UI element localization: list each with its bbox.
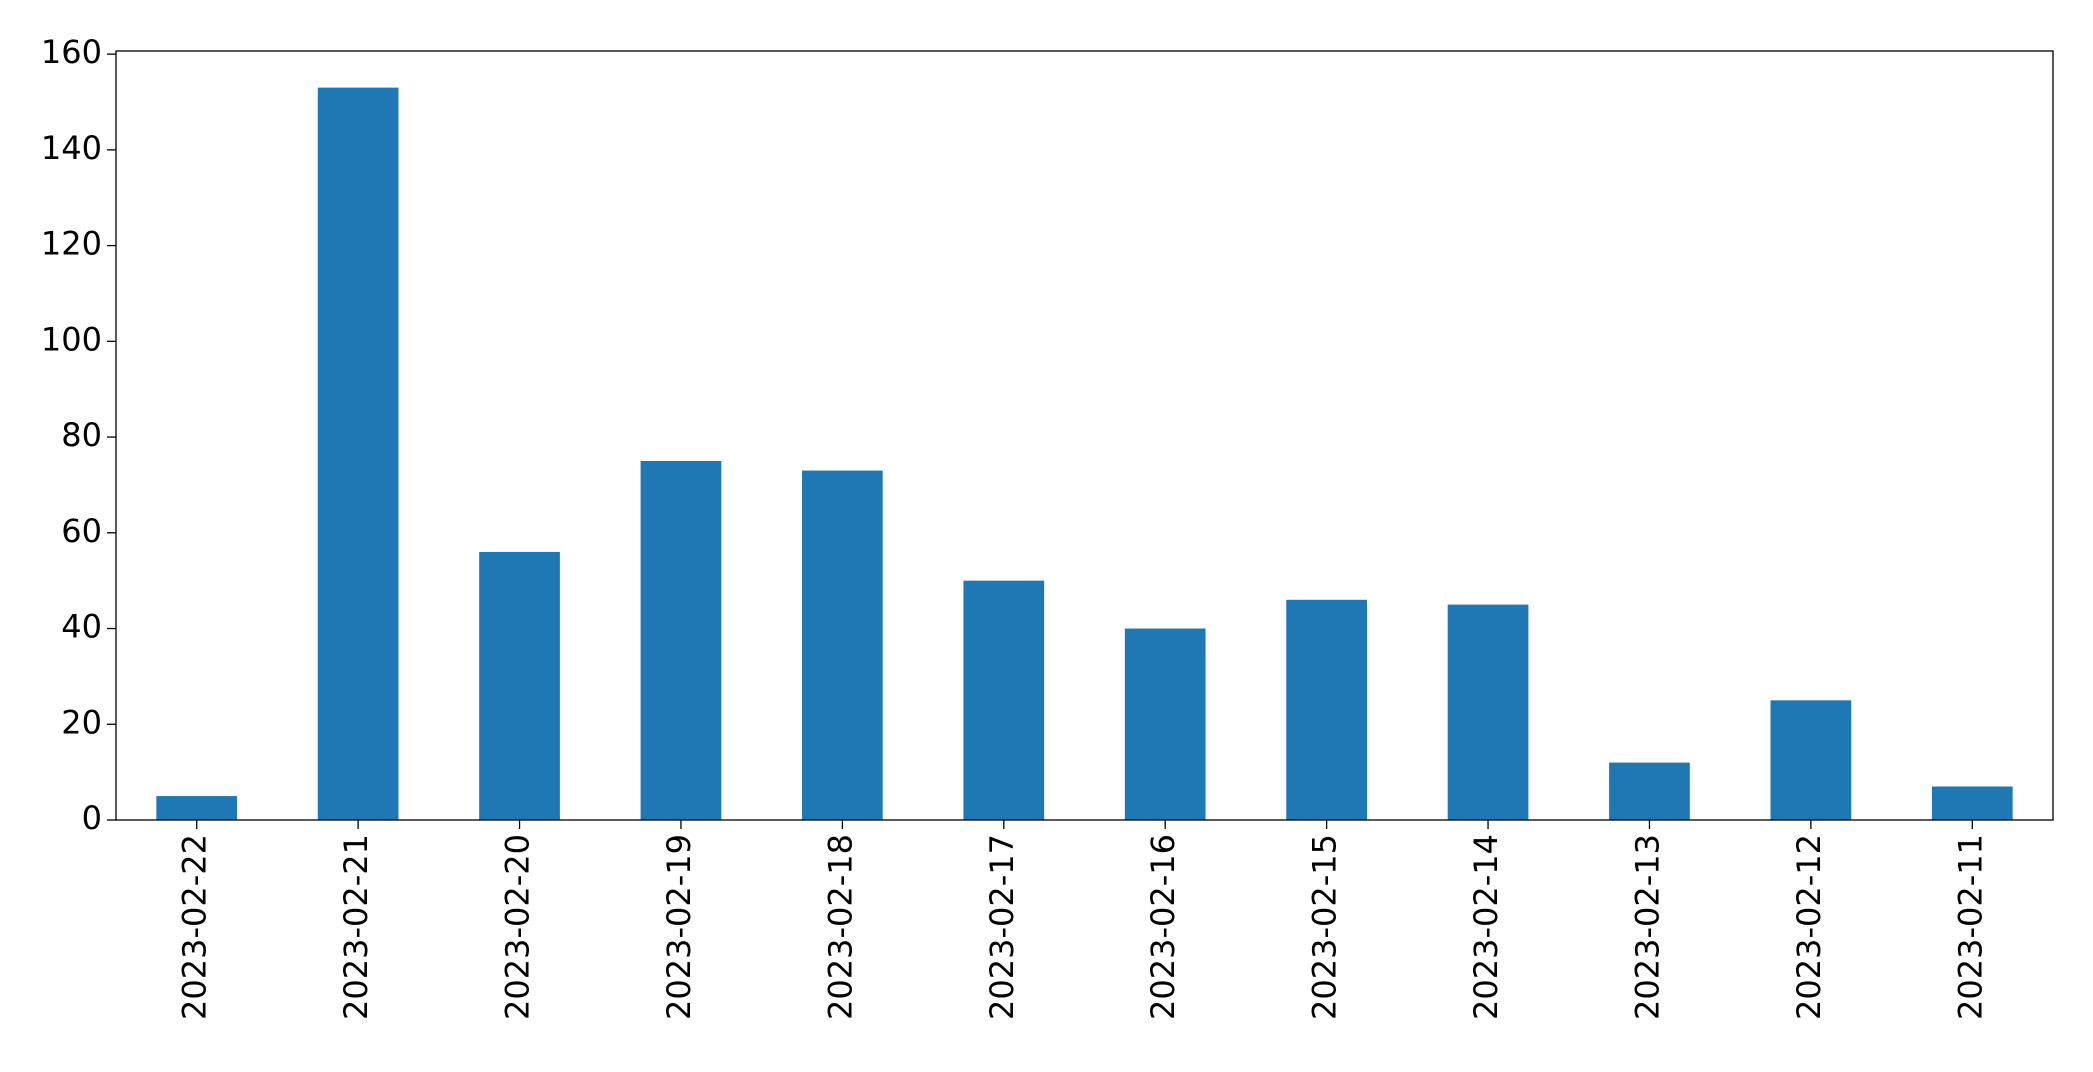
bar <box>1770 700 1852 820</box>
axes-frame <box>115 50 2054 821</box>
x-tick-label: 2023-02-21 <box>337 834 375 1020</box>
bar <box>802 470 883 820</box>
y-tick-label: 100 <box>41 320 102 358</box>
x-tick-label: 2023-02-20 <box>499 834 537 1020</box>
y-tick-label: 0 <box>82 799 102 837</box>
bar <box>1931 786 2013 820</box>
bar <box>1447 604 1529 820</box>
x-tick-label: 2023-02-13 <box>1628 834 1666 1020</box>
bar <box>1124 628 1206 820</box>
y-tick-label: 120 <box>41 225 102 263</box>
x-tick-label: 2023-02-11 <box>1951 834 1989 1020</box>
bar <box>317 87 399 821</box>
bar <box>963 580 1045 820</box>
bar <box>479 551 560 820</box>
x-tick-label: 2023-02-16 <box>1144 834 1182 1020</box>
bar <box>640 460 722 820</box>
x-tick-label: 2023-02-14 <box>1467 834 1505 1020</box>
x-tick-label: 2023-02-15 <box>1306 834 1344 1020</box>
x-tick-label: 2023-02-17 <box>983 834 1021 1020</box>
x-tick-label: 2023-02-12 <box>1790 834 1828 1020</box>
bar <box>156 796 238 820</box>
bar <box>1286 599 1367 820</box>
y-tick-label: 60 <box>61 512 102 550</box>
x-tick-label: 2023-02-18 <box>821 834 859 1020</box>
bar <box>1609 762 1690 820</box>
y-tick-label: 160 <box>41 33 102 71</box>
y-tick-label: 40 <box>61 608 102 646</box>
x-tick-label: 2023-02-19 <box>660 834 698 1020</box>
x-tick-label: 2023-02-22 <box>176 834 214 1020</box>
y-tick-label: 80 <box>61 416 102 454</box>
y-tick-label: 140 <box>41 129 102 167</box>
y-tick-label: 20 <box>61 703 102 741</box>
